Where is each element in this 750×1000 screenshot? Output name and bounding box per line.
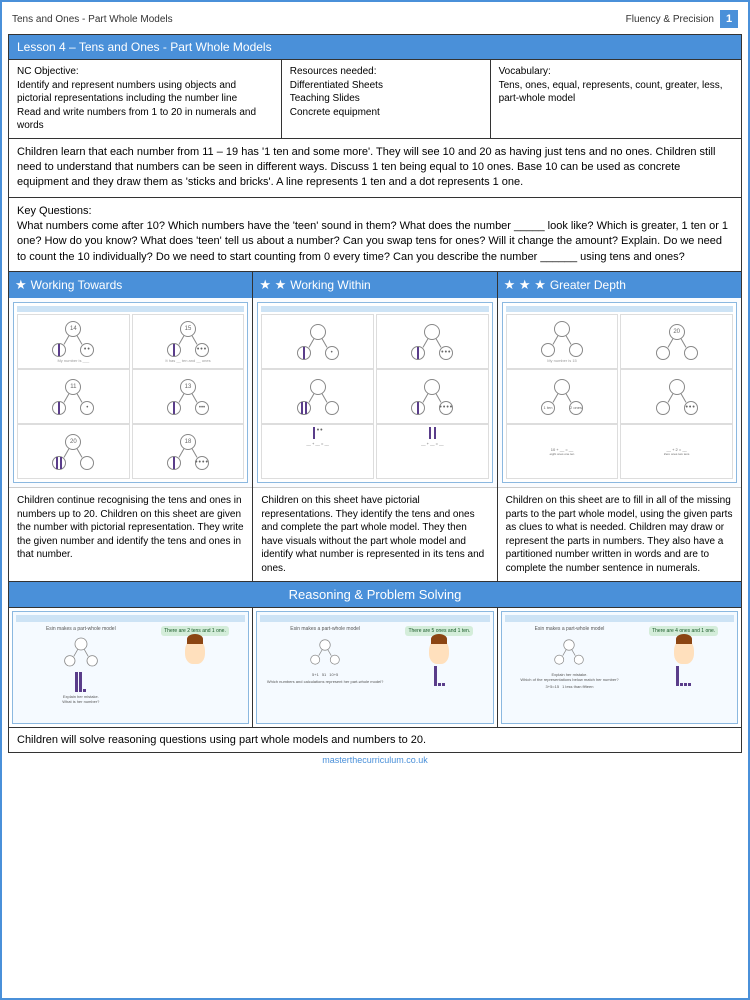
res-text: Differentiated Sheets Teaching Slides Co…: [290, 80, 383, 118]
level-working-towards: ★ Working Towards 14••My number is ___ 1…: [9, 272, 253, 581]
level-header: ★ ★ Working Within: [253, 272, 496, 298]
description: Children learn that each number from 11 …: [8, 139, 742, 198]
star-icon: ★ ★: [259, 277, 286, 293]
vocab-text: Tens, ones, equal, represents, count, gr…: [499, 80, 723, 105]
worksheet-page: Tens and Ones - Part Whole Models Fluenc…: [0, 0, 750, 1000]
rps-title: Reasoning & Problem Solving: [8, 582, 742, 608]
doc-title: Tens and Ones - Part Whole Models: [12, 14, 173, 25]
level-header: ★ ★ ★ Greater Depth: [498, 272, 741, 298]
res-label: Resources needed:: [290, 66, 377, 77]
page-number: 1: [720, 10, 738, 28]
info-row: NC Objective: Identify and represent num…: [8, 60, 742, 139]
top-bar: Tens and Ones - Part Whole Models Fluenc…: [8, 8, 742, 30]
vocabulary: Vocabulary: Tens, ones, equal, represent…: [491, 60, 741, 138]
level-title: Working Towards: [31, 278, 123, 292]
level-desc: Children on this sheet have pictorial re…: [253, 488, 496, 581]
doc-subtitle: Fluency & Precision: [626, 14, 714, 25]
rps-thumb-1: Esin makes a part-whole modelExplain her…: [9, 608, 253, 727]
mini-worksheet: My number is 15 20 1 ten2 ones ••• 10 + …: [502, 302, 737, 483]
rps-thumbs: Esin makes a part-whole modelExplain her…: [8, 608, 742, 728]
kq-label: Key Questions:: [17, 205, 92, 217]
mini-worksheet: 14••My number is ___ 15•••It has __ ten …: [13, 302, 248, 483]
level-title: Working Within: [290, 278, 370, 292]
footer-link: masterthecurriculum.co.uk: [8, 755, 742, 765]
rps-thumb-2: Esin makes a part-whole model5+15110+5Wh…: [253, 608, 497, 727]
worksheet-thumb: • ••• •••• ••__ + __ = __ __ + __ = __: [253, 298, 496, 488]
level-title: Greater Depth: [550, 278, 626, 292]
top-right: Fluency & Precision 1: [626, 10, 738, 28]
lesson-title: Lesson 4 – Tens and Ones - Part Whole Mo…: [8, 34, 742, 60]
key-questions: Key Questions: What numbers come after 1…: [8, 198, 742, 273]
mini-worksheet: • ••• •••• ••__ + __ = __ __ + __ = __: [257, 302, 492, 483]
kq-text: What numbers come after 10? Which number…: [17, 220, 728, 263]
level-desc: Children on this sheet are to fill in al…: [498, 488, 741, 581]
rps-footer: Children will solve reasoning questions …: [8, 728, 742, 753]
resources: Resources needed: Differentiated Sheets …: [282, 60, 491, 138]
nc-label: NC Objective:: [17, 66, 79, 77]
level-working-within: ★ ★ Working Within • ••• •••• ••__ + __ …: [253, 272, 497, 581]
rps-thumb-3: Esin makes a part-whole modelExplain her…: [498, 608, 741, 727]
level-greater-depth: ★ ★ ★ Greater Depth My number is 15 20 1…: [498, 272, 741, 581]
vocab-label: Vocabulary:: [499, 66, 551, 77]
worksheet-thumb: 14••My number is ___ 15•••It has __ ten …: [9, 298, 252, 488]
level-header: ★ Working Towards: [9, 272, 252, 298]
level-desc: Children continue recognising the tens a…: [9, 488, 252, 581]
nc-objective: NC Objective: Identify and represent num…: [9, 60, 282, 138]
star-icon: ★: [15, 277, 27, 293]
levels-row: ★ Working Towards 14••My number is ___ 1…: [8, 272, 742, 582]
star-icon: ★ ★ ★: [504, 277, 546, 293]
worksheet-thumb: My number is 15 20 1 ten2 ones ••• 10 + …: [498, 298, 741, 488]
nc-text: Identify and represent numbers using obj…: [17, 80, 256, 132]
